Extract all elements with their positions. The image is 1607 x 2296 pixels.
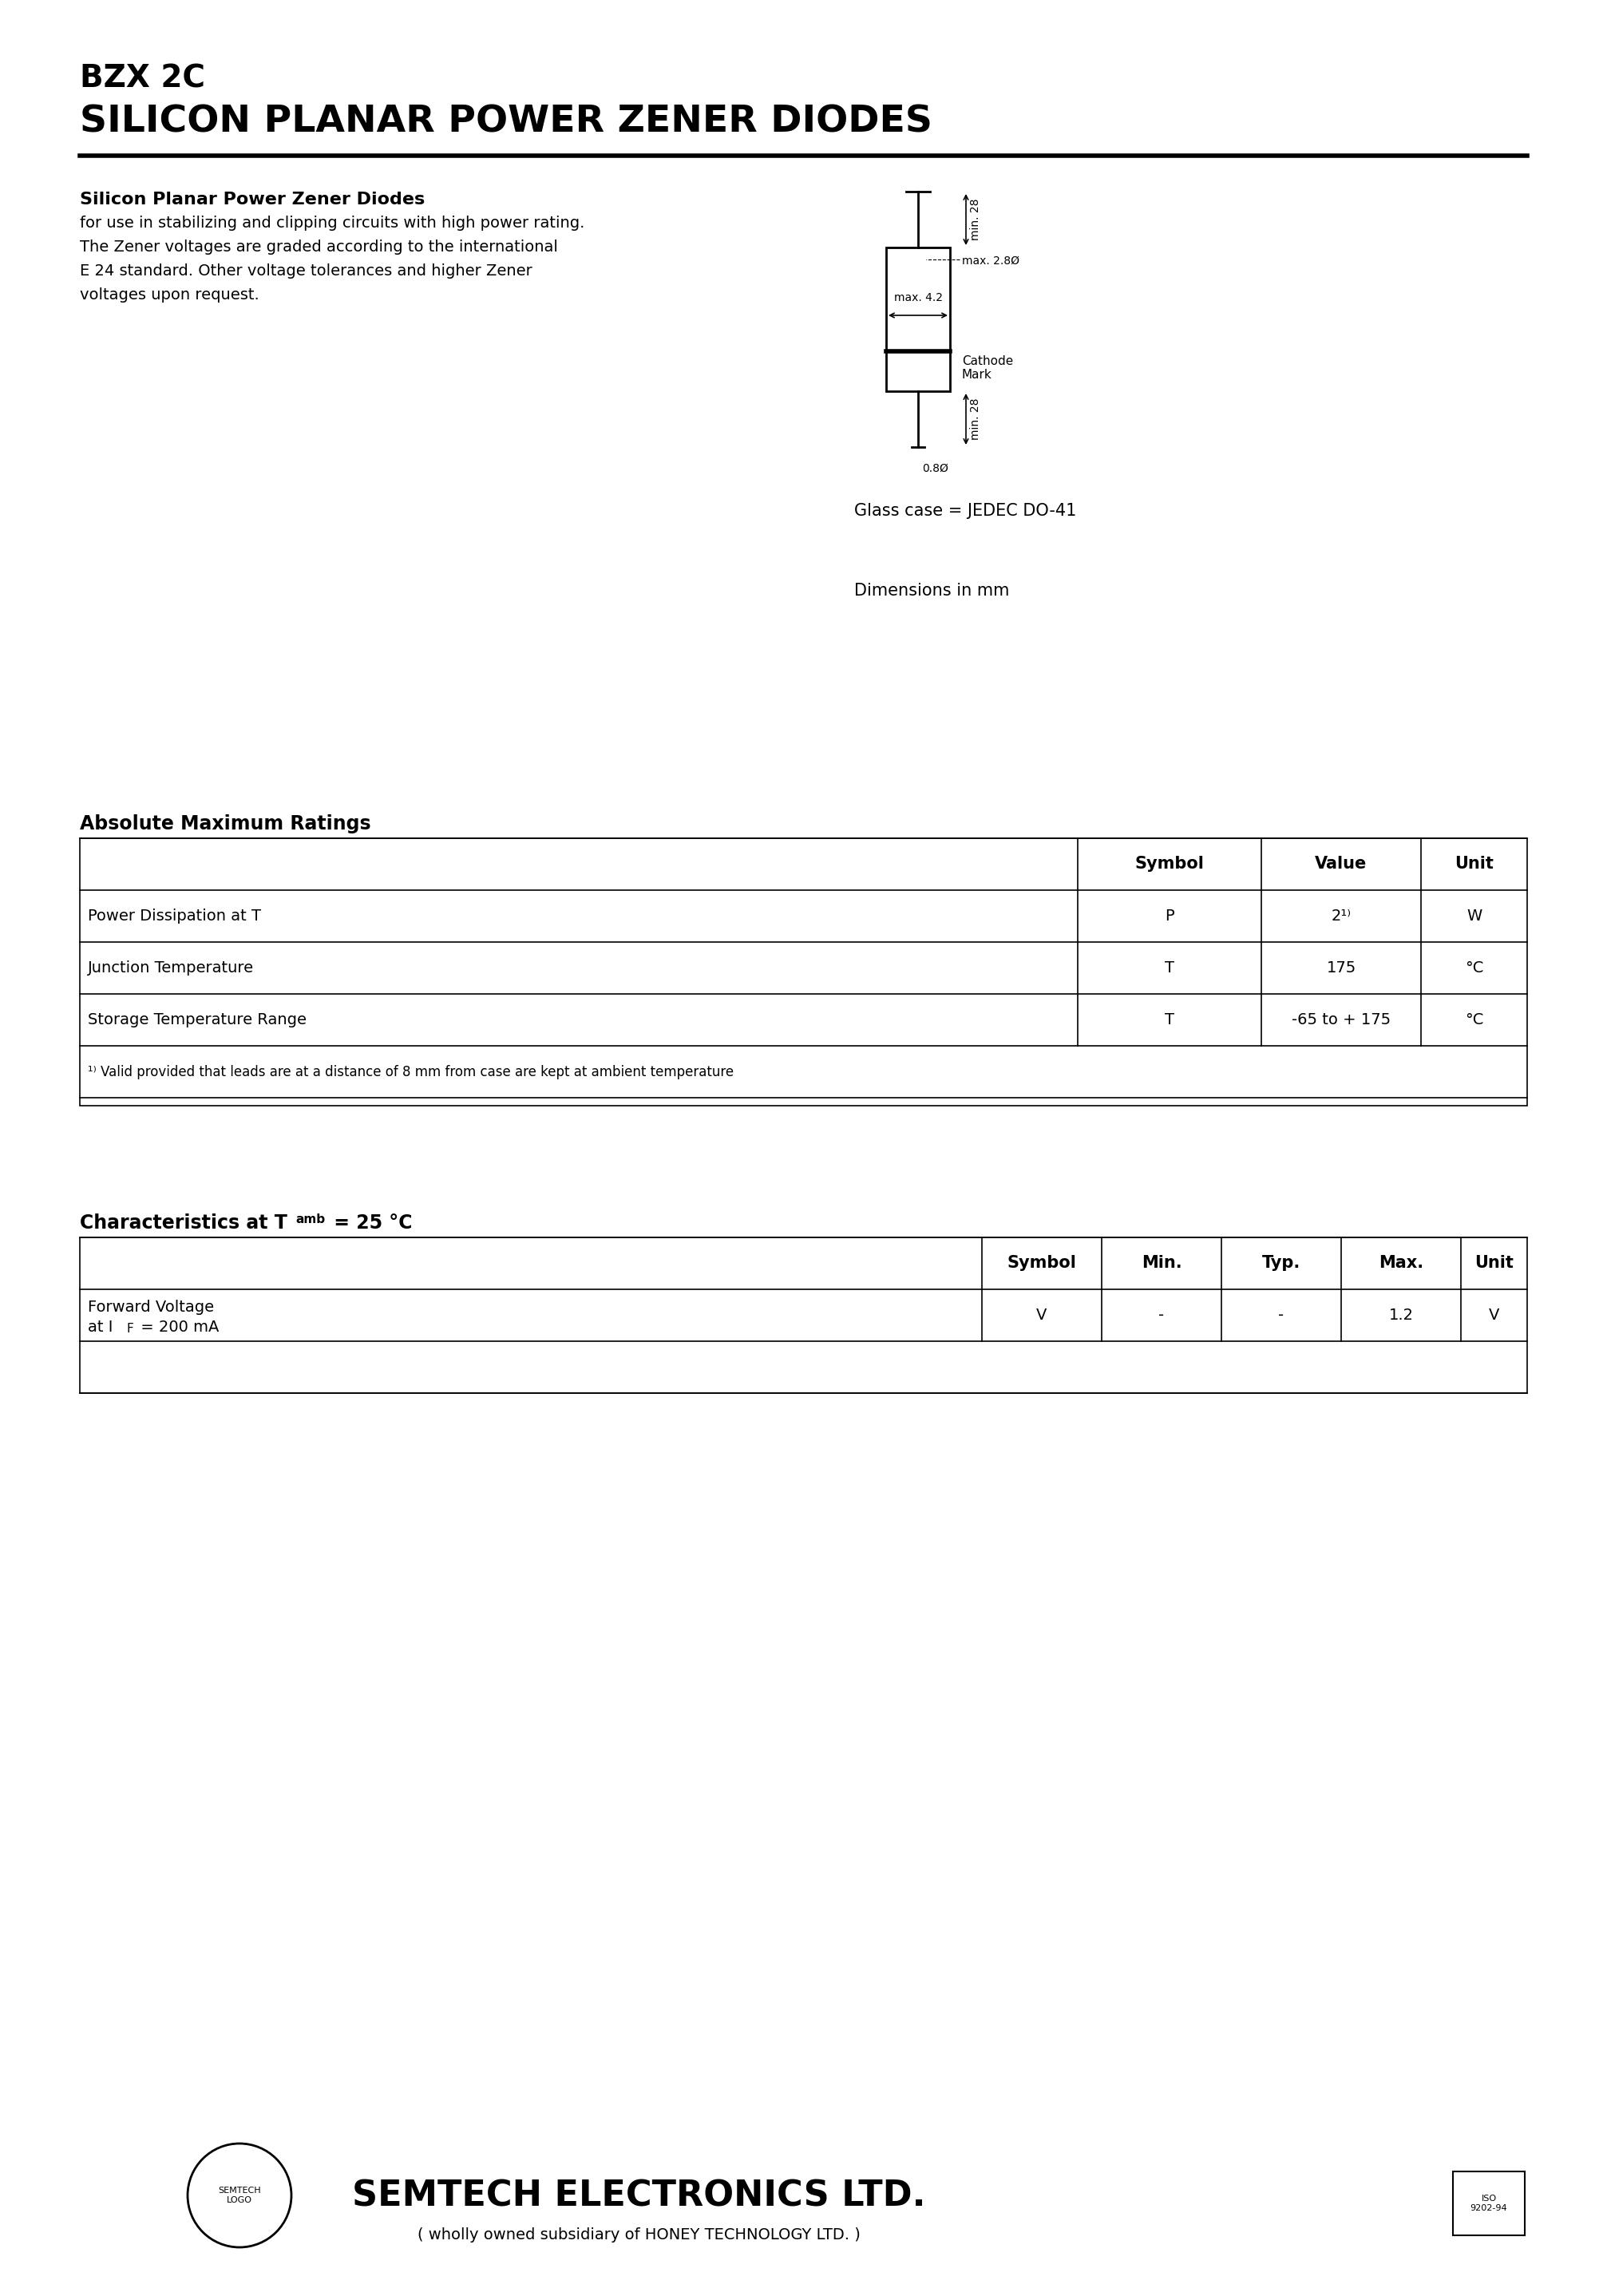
Text: = 200 mA: = 200 mA — [135, 1320, 219, 1334]
Text: = 25 °C: = 25 °C — [328, 1215, 413, 1233]
Text: Value: Value — [1315, 856, 1368, 872]
Text: °C: °C — [1464, 1013, 1483, 1026]
Text: Forward Voltage: Forward Voltage — [88, 1300, 214, 1316]
Text: Junction Temperature: Junction Temperature — [88, 960, 254, 976]
Text: Min.: Min. — [1141, 1256, 1181, 1272]
Text: SILICON PLANAR POWER ZENER DIODES: SILICON PLANAR POWER ZENER DIODES — [80, 103, 932, 140]
Text: max. 4.2: max. 4.2 — [893, 292, 942, 303]
Text: 1.2: 1.2 — [1388, 1309, 1414, 1322]
Text: SEMTECH
LOGO: SEMTECH LOGO — [219, 2186, 260, 2204]
Text: °C: °C — [1464, 960, 1483, 976]
Text: Power Dissipation at T: Power Dissipation at T — [88, 909, 260, 923]
Text: voltages upon request.: voltages upon request. — [80, 287, 259, 303]
Circle shape — [188, 2144, 291, 2248]
Text: E 24 standard. Other voltage tolerances and higher Zener: E 24 standard. Other voltage tolerances … — [80, 264, 532, 278]
Text: min. 28: min. 28 — [971, 397, 982, 441]
Text: Unit: Unit — [1475, 1256, 1514, 1272]
Text: T: T — [1165, 1013, 1175, 1026]
Text: SEMTECH ELECTRONICS LTD.: SEMTECH ELECTRONICS LTD. — [352, 2179, 926, 2213]
Text: Unit: Unit — [1454, 856, 1493, 872]
Text: ISO
9202-94: ISO 9202-94 — [1470, 2195, 1507, 2211]
Text: T: T — [1165, 960, 1175, 976]
Text: Storage Temperature Range: Storage Temperature Range — [88, 1013, 307, 1026]
Text: V: V — [1037, 1309, 1048, 1322]
Text: ¹⁾ Valid provided that leads are at a distance of 8 mm from case are kept at amb: ¹⁾ Valid provided that leads are at a di… — [88, 1065, 734, 1079]
Text: 0.8Ø: 0.8Ø — [922, 464, 948, 475]
Text: max. 2.8Ø: max. 2.8Ø — [963, 255, 1019, 266]
Text: P: P — [1165, 909, 1175, 923]
Text: Silicon Planar Power Zener Diodes: Silicon Planar Power Zener Diodes — [80, 191, 424, 207]
Text: ( wholly owned subsidiary of HONEY TECHNOLOGY LTD. ): ( wholly owned subsidiary of HONEY TECHN… — [418, 2227, 860, 2243]
Text: 175: 175 — [1326, 960, 1356, 976]
Text: Dimensions in mm: Dimensions in mm — [855, 583, 1009, 599]
Text: -: - — [1279, 1309, 1284, 1322]
Text: Typ.: Typ. — [1261, 1256, 1300, 1272]
Bar — [80, 838, 1527, 1107]
Text: -65 to + 175: -65 to + 175 — [1292, 1013, 1390, 1026]
Text: Max.: Max. — [1379, 1256, 1424, 1272]
Bar — [80, 1238, 1527, 1394]
Text: min. 28: min. 28 — [971, 197, 982, 241]
Text: 2¹⁾: 2¹⁾ — [1331, 909, 1351, 923]
Text: Glass case = JEDEC DO-41: Glass case = JEDEC DO-41 — [855, 503, 1077, 519]
Text: F: F — [125, 1322, 133, 1334]
Text: The Zener voltages are graded according to the international: The Zener voltages are graded according … — [80, 239, 558, 255]
Text: Characteristics at T: Characteristics at T — [80, 1215, 288, 1233]
Text: Symbol: Symbol — [1008, 1256, 1077, 1272]
Text: Cathode
Mark: Cathode Mark — [963, 356, 1014, 381]
Text: V: V — [1488, 1309, 1499, 1322]
Text: -: - — [1159, 1309, 1165, 1322]
Text: Absolute Maximum Ratings: Absolute Maximum Ratings — [80, 815, 371, 833]
Text: BZX 2C: BZX 2C — [80, 64, 206, 94]
Text: amb: amb — [296, 1215, 325, 1226]
Text: at I: at I — [88, 1320, 112, 1334]
Text: W: W — [1467, 909, 1482, 923]
Text: for use in stabilizing and clipping circuits with high power rating.: for use in stabilizing and clipping circ… — [80, 216, 585, 230]
Text: Symbol: Symbol — [1135, 856, 1204, 872]
Bar — [885, 248, 950, 390]
Bar — [1453, 2172, 1525, 2236]
